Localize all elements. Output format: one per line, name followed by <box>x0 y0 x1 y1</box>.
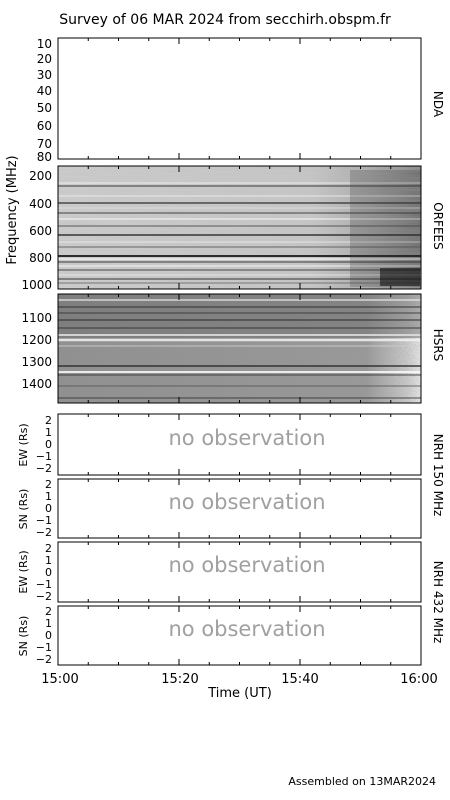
orfees-tick-label: 400 <box>29 197 52 211</box>
nrh-tick-label: 1 <box>45 426 52 439</box>
nda-tick-label: 80 <box>37 150 52 164</box>
nda-tick-label: 10 <box>37 37 52 51</box>
dense-band <box>58 294 421 338</box>
nrh150-ew-panel <box>57 413 422 476</box>
orfees-label: ORFEES <box>431 202 445 249</box>
figure-title: Survey of 06 MAR 2024 from secchirh.obsp… <box>59 12 391 28</box>
nda-tick-label: 70 <box>37 137 52 151</box>
nrh-tick-label: −2 <box>36 462 52 475</box>
x-tick-label: 15:40 <box>281 672 318 687</box>
nda-tick-label: 30 <box>37 68 52 82</box>
no-observation-message: no observation <box>168 617 325 641</box>
nrh-tick-label: 0 <box>45 502 52 515</box>
hsrs-tick-label: 1100 <box>21 311 52 325</box>
nrh-tick-label: −1 <box>36 450 52 463</box>
hsrs-tick-label: 1300 <box>21 355 52 369</box>
nrh-tick-label: −1 <box>36 641 52 654</box>
nrh-tick-label: 1 <box>45 490 52 503</box>
nrh-tick-label: 1 <box>45 554 52 567</box>
x-tick-label: 15:00 <box>41 672 78 687</box>
nrh-tick-label: 2 <box>45 605 52 618</box>
nrh-tick-label: −1 <box>36 514 52 527</box>
nrh-tick-label: −2 <box>36 590 52 603</box>
dark-region <box>380 268 420 286</box>
nrh-tick-label: 2 <box>45 414 52 427</box>
nda-tick-label: 20 <box>37 52 52 66</box>
nrh-tick-label: 0 <box>45 438 52 451</box>
x-tick-label: 15:20 <box>161 672 198 687</box>
orfees-tick-label: 200 <box>29 169 52 183</box>
nrh150-ew-axis-label: EW (Rs) <box>17 423 30 466</box>
nrh150-label: NRH 150 MHz <box>431 434 445 517</box>
nrh432-sn-panel <box>57 605 422 666</box>
nrh-tick-label: 2 <box>45 542 52 555</box>
no-observation-message: no observation <box>168 426 325 450</box>
dark-region <box>350 170 421 287</box>
x-tick-label: 16:00 <box>400 672 437 687</box>
no-observation-message: no observation <box>168 553 325 577</box>
nda-label: NDA <box>431 91 445 118</box>
nrh-tick-label: 2 <box>45 478 52 491</box>
orfees-panel <box>57 165 422 290</box>
nrh432-sn-axis-label: SN (Rs) <box>17 616 30 657</box>
nda-panel <box>57 37 422 160</box>
hsrs-tick-label: 1200 <box>21 333 52 347</box>
assembled-note: Assembled on 13MAR2024 <box>288 775 436 788</box>
nrh-tick-label: 0 <box>45 566 52 579</box>
orfees-tick-label: 600 <box>29 224 52 238</box>
nda-tick-label: 50 <box>37 101 52 115</box>
nrh150-sn-axis-label: SN (Rs) <box>17 489 30 530</box>
nrh-tick-label: 0 <box>45 629 52 642</box>
orfees-tick-label: 800 <box>29 251 52 265</box>
nrh-tick-label: −2 <box>36 526 52 539</box>
nrh-tick-label: −2 <box>36 653 52 666</box>
nrh-tick-label: 1 <box>45 617 52 630</box>
nda-tick-label: 40 <box>37 84 52 98</box>
nrh432-ew-axis-label: EW (Rs) <box>17 550 30 593</box>
nda-tick-label: 60 <box>37 119 52 133</box>
nrh-tick-label: −1 <box>36 578 52 591</box>
nrh432-ew-panel <box>57 541 422 603</box>
hsrs-panel <box>57 293 422 404</box>
orfees-tick-label: 1000 <box>21 278 52 292</box>
hsrs-tick-label: 1400 <box>21 377 52 391</box>
nrh432-label: NRH 432 MHz <box>431 561 445 644</box>
hsrs-label: HSRS <box>431 329 445 362</box>
no-observation-message: no observation <box>168 490 325 514</box>
x-axis-label: Time (UT) <box>207 686 272 701</box>
nrh150-sn-panel <box>57 478 422 539</box>
frequency-axis-label: Frequency (MHz) <box>5 155 20 264</box>
